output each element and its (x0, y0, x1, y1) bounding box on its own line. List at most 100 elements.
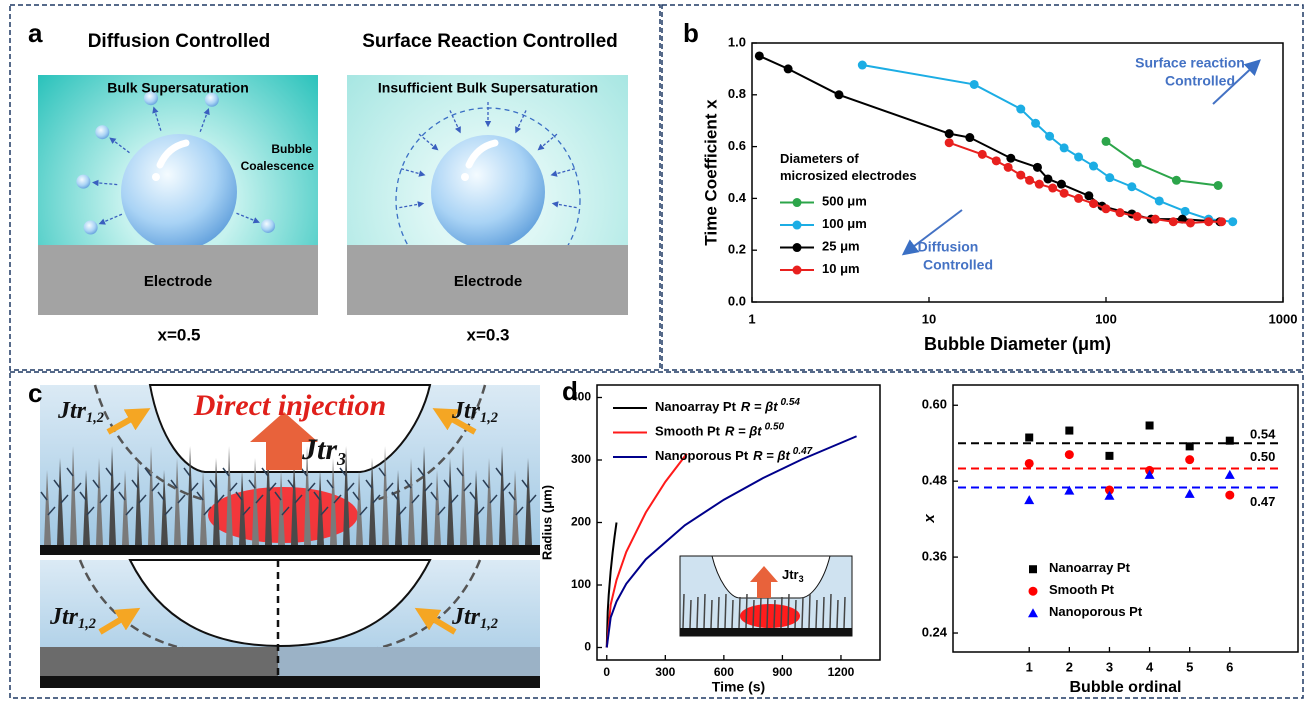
inset-wire (739, 597, 740, 628)
marker (1185, 489, 1195, 498)
x-tick-label: 5 (1186, 659, 1193, 674)
y-tick-label: 300 (571, 452, 591, 466)
x-tick-label: 0 (603, 665, 610, 679)
marker (1024, 495, 1034, 504)
marker (1089, 199, 1098, 208)
legend-label: Nanoporous Pt (1049, 605, 1143, 620)
inset-wire (809, 594, 810, 628)
inset-wire (837, 600, 838, 628)
y-tick-label: 0.48 (922, 473, 947, 488)
bulk-label: Bulk Supersaturation (107, 80, 249, 96)
inset-wire (781, 597, 782, 628)
y-tick-label: 0.2 (728, 242, 746, 257)
y-axis-title: Radius (μm) (539, 485, 554, 560)
marker (1146, 421, 1154, 429)
y-tick-label: 0.6 (728, 138, 746, 153)
reference-label: 0.50 (1250, 449, 1275, 464)
flux-sub: 3 (336, 449, 346, 469)
flux-sub: 1,2 (480, 616, 498, 632)
legend-exponent: 0.54 (781, 397, 801, 408)
marker (858, 61, 867, 70)
legend-title: microsized electrodes (780, 168, 917, 183)
inset-wire (760, 597, 761, 628)
y-tick-label: 200 (571, 515, 591, 529)
marker (1214, 181, 1223, 190)
coalescence-label: Coalescence (241, 159, 315, 173)
inset-wire (718, 597, 719, 628)
legend-name: 10 μm (822, 261, 860, 276)
inset-wire (830, 594, 831, 628)
x-tick-label: 2 (1066, 659, 1073, 674)
inset-wire (711, 600, 712, 628)
flux-main: Jtr (57, 398, 87, 424)
legend-formula: R = βt (741, 399, 778, 414)
marker (1016, 171, 1025, 180)
inset-wire (690, 600, 691, 628)
marker (1025, 459, 1034, 468)
flux-sub: 1,2 (86, 410, 104, 426)
marker (1151, 215, 1160, 224)
marker (1185, 455, 1194, 464)
legend-label: Nanoarray PtR = βt0.54 (655, 397, 800, 415)
panel-a: a Diffusion Controlled Surface Reaction … (28, 18, 628, 345)
marker (1204, 217, 1213, 226)
marker (1035, 180, 1044, 189)
legend-label: Smooth Pt (1049, 583, 1115, 598)
marker (992, 156, 1001, 165)
flux-main: Jtr (301, 433, 337, 466)
flux-sub: 1,2 (480, 410, 498, 426)
marker (965, 133, 974, 142)
flux-sub: 3 (799, 574, 804, 584)
x-axis-title: Bubble Diameter (μm) (924, 334, 1111, 354)
legend-label: 10 μm (822, 261, 860, 276)
legend-name: 25 μm (822, 239, 860, 254)
legend-label: 25 μm (822, 239, 860, 254)
inset-substrate (680, 628, 852, 636)
marker (1186, 442, 1194, 450)
marker (1004, 163, 1013, 172)
legend-label: 500 μm (822, 194, 867, 209)
legend-marker (793, 198, 802, 207)
inset-wire (732, 600, 733, 628)
panel-label: a (28, 18, 43, 48)
x-tick-label: 3 (1106, 659, 1113, 674)
reference-label: 0.47 (1250, 494, 1275, 509)
smooth-electrode (40, 647, 278, 676)
panel-label: b (683, 18, 699, 48)
flux-main: Jtr (451, 398, 481, 424)
marker (1102, 204, 1111, 213)
marker (1155, 196, 1164, 205)
legend-label: 100 μm (822, 216, 867, 231)
marker (978, 150, 987, 159)
electrode-label: Electrode (144, 273, 212, 290)
series-line (607, 454, 687, 648)
marker (1133, 212, 1142, 221)
legend-title: Diameters of (780, 151, 859, 166)
panel-title: Diffusion Controlled (88, 31, 271, 52)
x-tick-label: 4 (1146, 659, 1154, 674)
x-axis-title: Time (s) (712, 679, 765, 695)
bubble-highlight (461, 173, 469, 181)
inset-zone (740, 604, 800, 628)
inset-wire (697, 597, 698, 628)
legend-name: 500 μm (822, 194, 867, 209)
marker (1025, 176, 1034, 185)
marker (1133, 159, 1142, 168)
marker (945, 138, 954, 147)
legend-marker (1029, 565, 1037, 573)
result-label: x=0.5 (157, 325, 200, 344)
panel-c: Direct injection c (28, 378, 540, 688)
marker (1065, 450, 1074, 459)
y-tick-label: 0.24 (922, 624, 948, 639)
y-axis-title: x (921, 514, 938, 524)
marker (1225, 470, 1235, 479)
x-tick-label: 900 (772, 665, 792, 679)
result-label: x=0.3 (466, 325, 509, 344)
marker (970, 80, 979, 89)
inset-wire (753, 600, 754, 628)
figure: a Diffusion Controlled Surface Reaction … (0, 0, 1308, 701)
x-tick-label: 1 (748, 311, 755, 326)
marker (1169, 217, 1178, 226)
y-tick-label: 0.0 (728, 293, 746, 308)
electrode-label: Electrode (454, 273, 522, 290)
